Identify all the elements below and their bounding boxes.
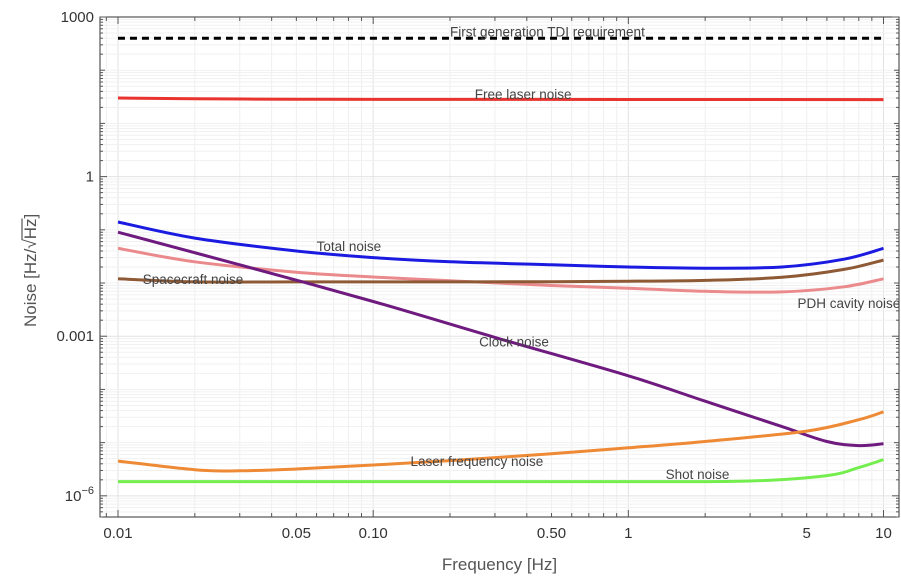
- series-label-6: Laser frequency noise: [410, 454, 543, 469]
- series-label-3: PDH cavity noise: [797, 296, 900, 311]
- x-tick-label: 0.01: [103, 525, 132, 542]
- x-axis-label: Frequency [Hz]: [442, 555, 557, 574]
- y-tick-label: 1000: [61, 9, 94, 26]
- x-tick-label: 5: [803, 525, 811, 542]
- series-label-7: Shot noise: [666, 467, 730, 482]
- series-label-0: First generation TDI requirement: [450, 25, 645, 40]
- series-line-5: [117, 230, 884, 448]
- tick-marks: [100, 16, 899, 518]
- x-tick-label: 1: [624, 525, 632, 542]
- y-tick-label: 0.001: [56, 328, 94, 345]
- series-line-7: [117, 458, 884, 484]
- series-label-2: Total noise: [317, 239, 382, 254]
- y-axis-label-text: Noise [Hz/√Hz]: [21, 214, 40, 327]
- series-labels: First generation TDI requirement Free las…: [143, 25, 901, 482]
- x-tick-label: 10: [875, 525, 892, 542]
- series-line-6: [117, 410, 884, 473]
- series-label-1: Free laser noise: [475, 87, 572, 102]
- series-line-2: [117, 220, 884, 270]
- series-line-1: [117, 96, 884, 102]
- x-tick-label: 0.50: [537, 525, 566, 542]
- series-line-4: [117, 258, 884, 284]
- y-axis-label: Noise [Hz/√Hz]: [21, 214, 40, 327]
- series-lines: [117, 36, 884, 484]
- series-label-5: Clock noise: [479, 334, 549, 349]
- y-tick-label: 1: [86, 169, 94, 186]
- x-tick-label: 0.05: [282, 525, 311, 542]
- tick-labels: 0.01 0.05 0.10 0.50 1 5 10 10−6 0.001 1 1000: [56, 9, 891, 542]
- series-label-4: Spacecraft noise: [143, 272, 244, 287]
- x-tick-label: 0.10: [359, 525, 388, 542]
- y-tick-label: 10−6: [65, 485, 94, 505]
